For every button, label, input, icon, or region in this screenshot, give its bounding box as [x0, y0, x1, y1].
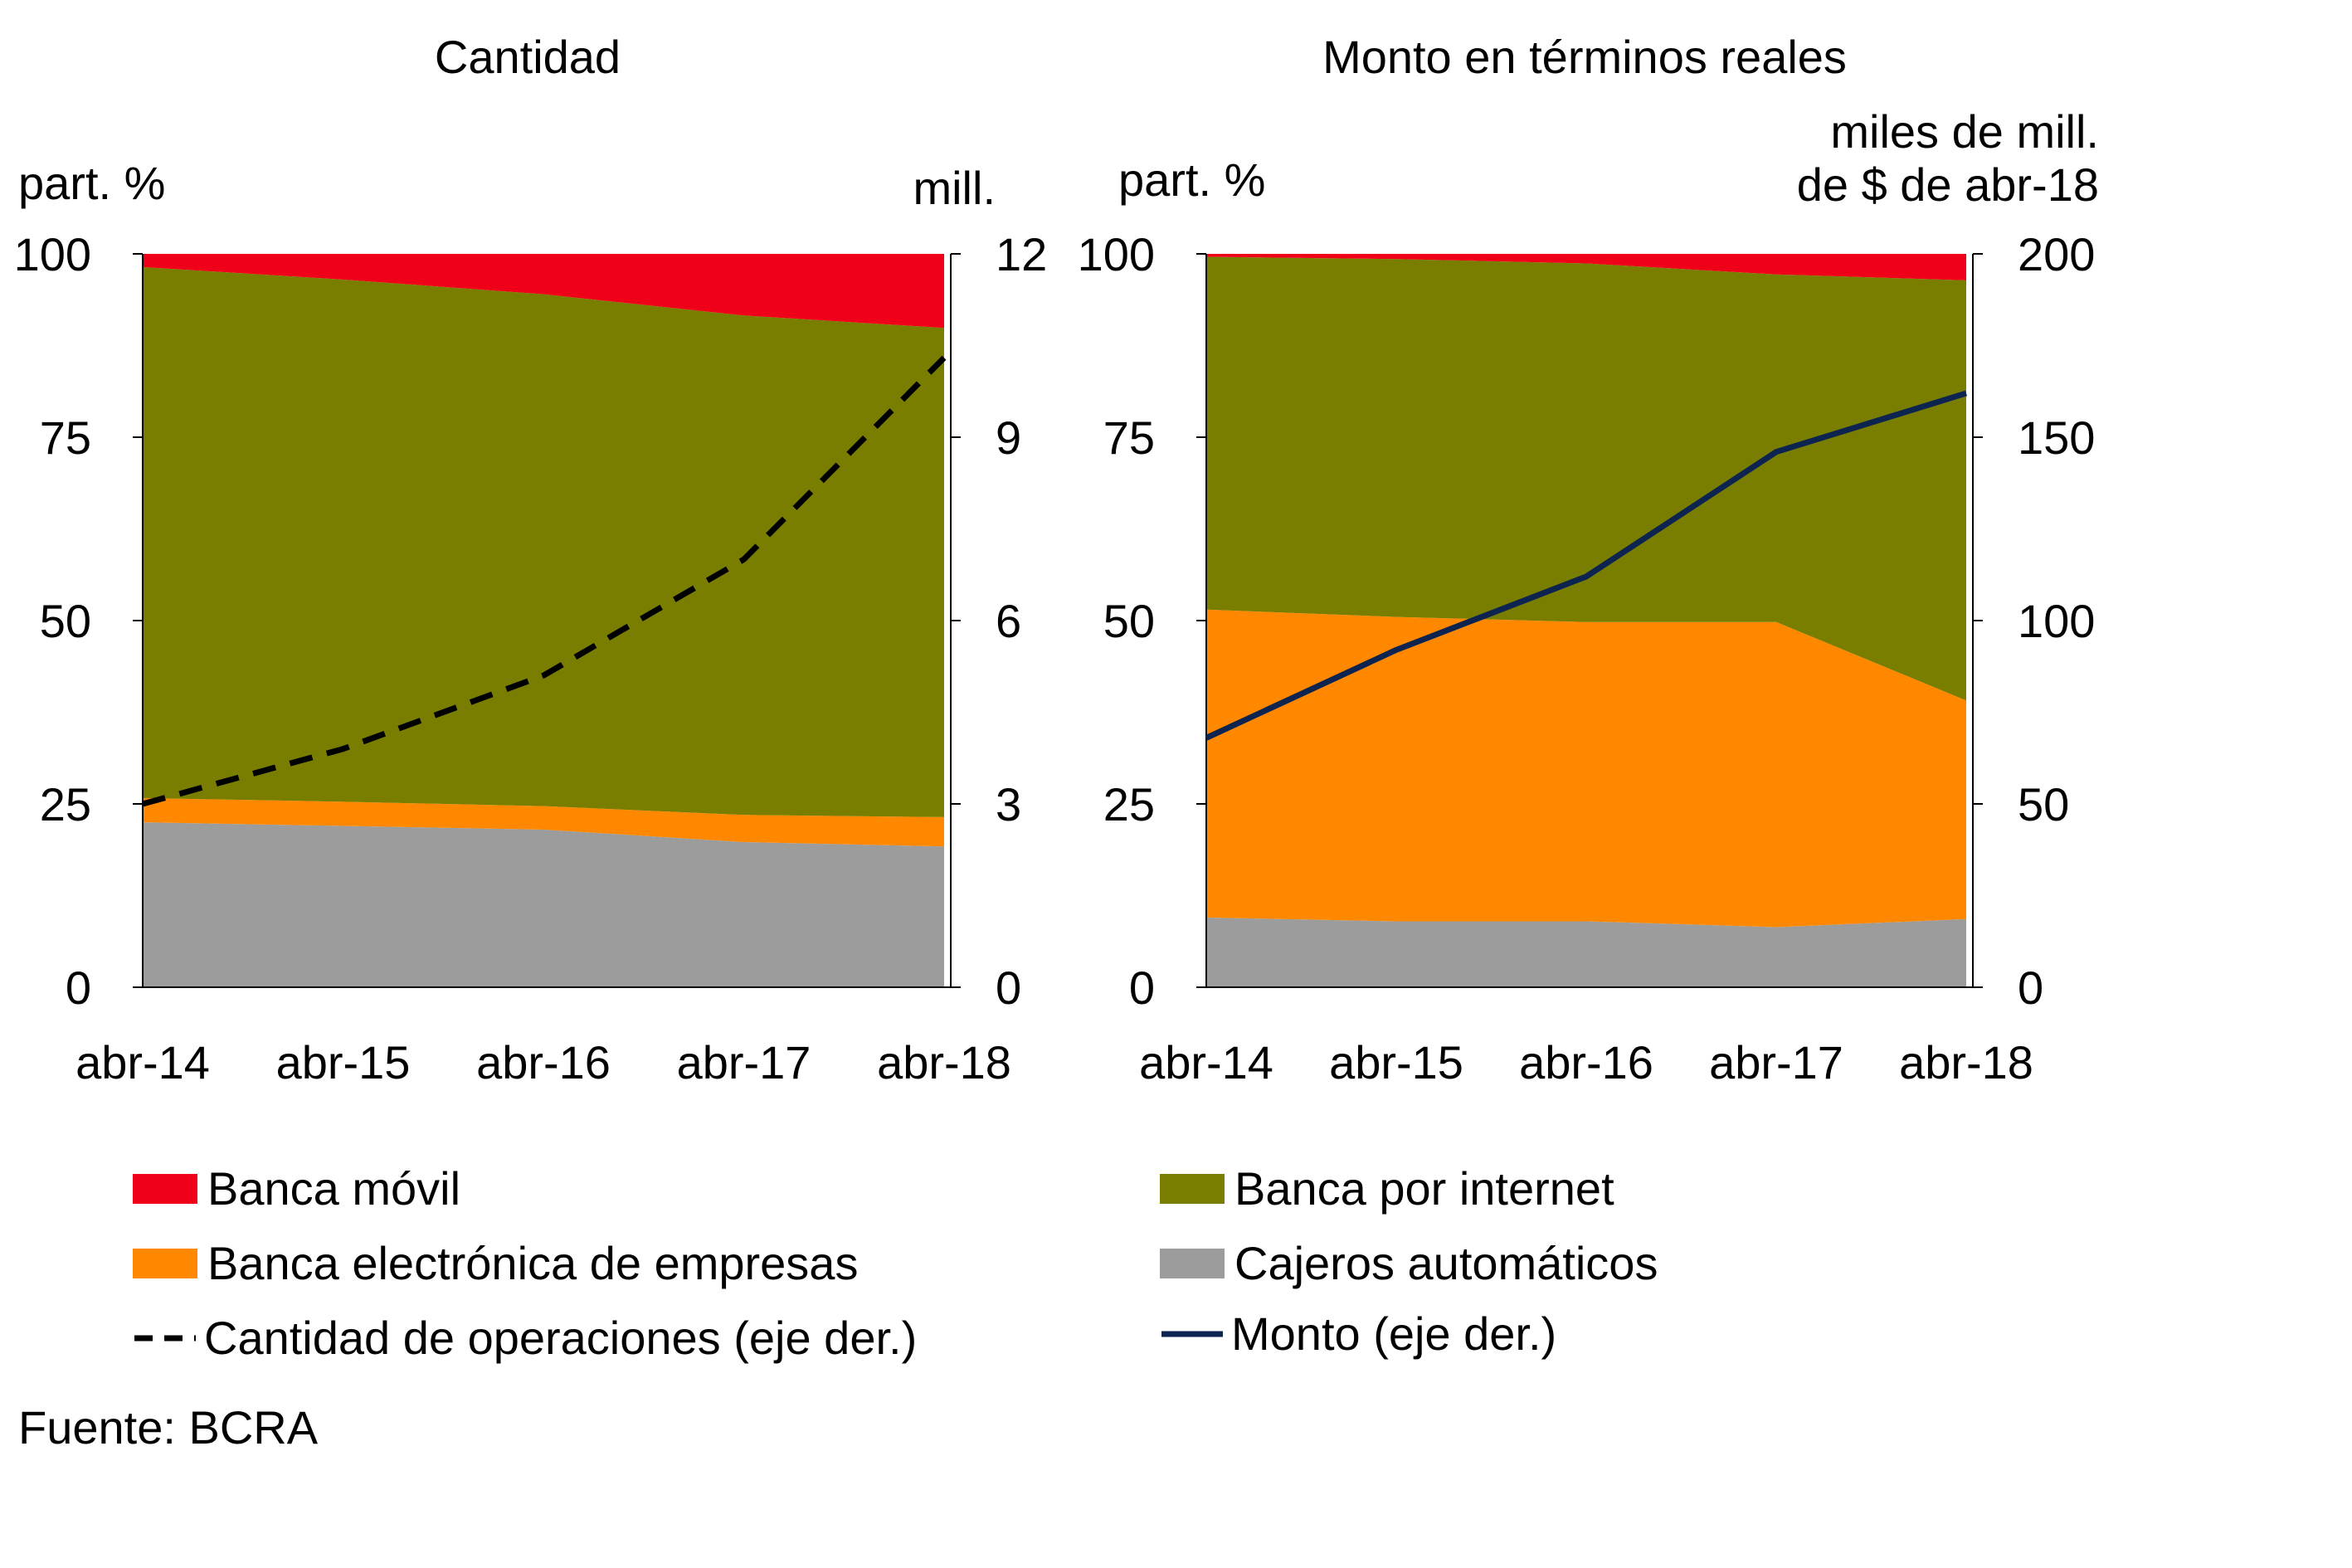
x-tick-label: abr-16 — [476, 1036, 611, 1088]
left-tick-label: 75 — [1103, 411, 1155, 464]
area-banca-movil — [143, 254, 944, 329]
legend-item-banca-empresas: Banca electrónica de empresas — [133, 1240, 858, 1287]
area-cajeros — [1206, 918, 1966, 987]
left-tick-label: 50 — [1103, 595, 1155, 647]
area-banca-movil — [1206, 254, 1966, 280]
left-axis-unit: part. % — [18, 157, 165, 209]
right-tick-label: 200 — [2018, 228, 2095, 280]
area-banca-empresas — [1206, 609, 1966, 928]
right-axis-unit-line1: miles de mill. — [1830, 105, 2099, 158]
chart-panel-monto: Monto en términos reales 0 25 50 75 100 0 50 100… — [1078, 31, 2099, 1088]
x-tick-label: abr-18 — [1899, 1036, 2033, 1088]
legend-swatch-banca-movil — [133, 1174, 197, 1204]
legend-swatch-monto-line — [1160, 1319, 1225, 1349]
legend-label-banca-movil: Banca móvil — [207, 1162, 461, 1215]
x-tick-label: abr-14 — [75, 1036, 210, 1088]
legend-label-cantidad: Cantidad de operaciones (eje der.) — [204, 1312, 918, 1364]
right-tick-label: 0 — [996, 962, 1021, 1014]
left-tick-label: 0 — [66, 962, 91, 1014]
right-tick-label: 0 — [2018, 962, 2043, 1014]
legend-item-monto: Monto (eje der.) — [1160, 1311, 1556, 1357]
line-cantidad — [142, 355, 947, 807]
legend-swatch-cantidad-line — [133, 1323, 197, 1353]
chart-title: Monto en términos reales — [1322, 31, 1847, 83]
legend-item-banca-internet: Banca por internet — [1160, 1166, 1614, 1212]
chart-title: Cantidad — [435, 31, 621, 83]
legend-label-banca-internet: Banca por internet — [1234, 1162, 1614, 1215]
right-tick-label: 50 — [2018, 778, 2069, 830]
left-tick-label: 75 — [40, 411, 91, 464]
right-tick-label: 9 — [996, 411, 1021, 464]
left-tick-label: 100 — [14, 228, 91, 280]
chart-panel-cantidad: Cantidad 0 25 50 75 100 0 3 6 9 12 abr-14 abr-15 abr-… — [14, 31, 1048, 1088]
legend-item-cantidad: Cantidad de operaciones (eje der.) — [133, 1315, 917, 1361]
x-tick-label: abr-15 — [1329, 1036, 1463, 1088]
right-tick-label: 3 — [996, 778, 1021, 830]
legend-item-cajeros: Cajeros automáticos — [1160, 1240, 1658, 1287]
legend-label-banca-empresas: Banca electrónica de empresas — [207, 1237, 859, 1289]
left-tick-label: 25 — [1103, 778, 1155, 830]
area-banca-internet — [1206, 256, 1966, 701]
legend-swatch-cajeros — [1160, 1249, 1225, 1278]
x-tick-label: abr-18 — [877, 1036, 1011, 1088]
legend-swatch-banca-internet — [1160, 1174, 1225, 1204]
right-axis-unit: mill. — [913, 162, 996, 214]
legend-item-banca-movil: Banca móvil — [133, 1166, 460, 1212]
right-tick-label: 12 — [996, 228, 1047, 280]
right-tick-label: 150 — [2018, 411, 2095, 464]
legend-label-monto: Monto (eje der.) — [1231, 1307, 1557, 1360]
area-cajeros — [143, 822, 944, 987]
right-tick-label: 6 — [996, 595, 1021, 647]
x-tick-label: abr-17 — [677, 1036, 811, 1088]
area-banca-empresas — [143, 797, 944, 847]
left-axis-unit: part. % — [1118, 153, 1265, 206]
legend-swatch-banca-empresas — [133, 1249, 197, 1278]
left-tick-label: 0 — [1129, 962, 1155, 1014]
left-tick-label: 50 — [40, 595, 91, 647]
legend-label-cajeros: Cajeros automáticos — [1234, 1237, 1658, 1289]
left-tick-label: 25 — [40, 778, 91, 830]
x-tick-label: abr-14 — [1139, 1036, 1273, 1088]
x-tick-label: abr-16 — [1519, 1036, 1653, 1088]
right-axis-unit-line2: de $ de abr-18 — [1797, 158, 2099, 211]
source-note: Fuente: BCRA — [18, 1401, 319, 1454]
area-banca-internet — [143, 266, 944, 817]
x-tick-label: abr-17 — [1709, 1036, 1843, 1088]
line-monto — [1205, 390, 1968, 741]
x-tick-label: abr-15 — [276, 1036, 411, 1088]
left-tick-label: 100 — [1078, 228, 1155, 280]
right-tick-label: 100 — [2018, 595, 2095, 647]
